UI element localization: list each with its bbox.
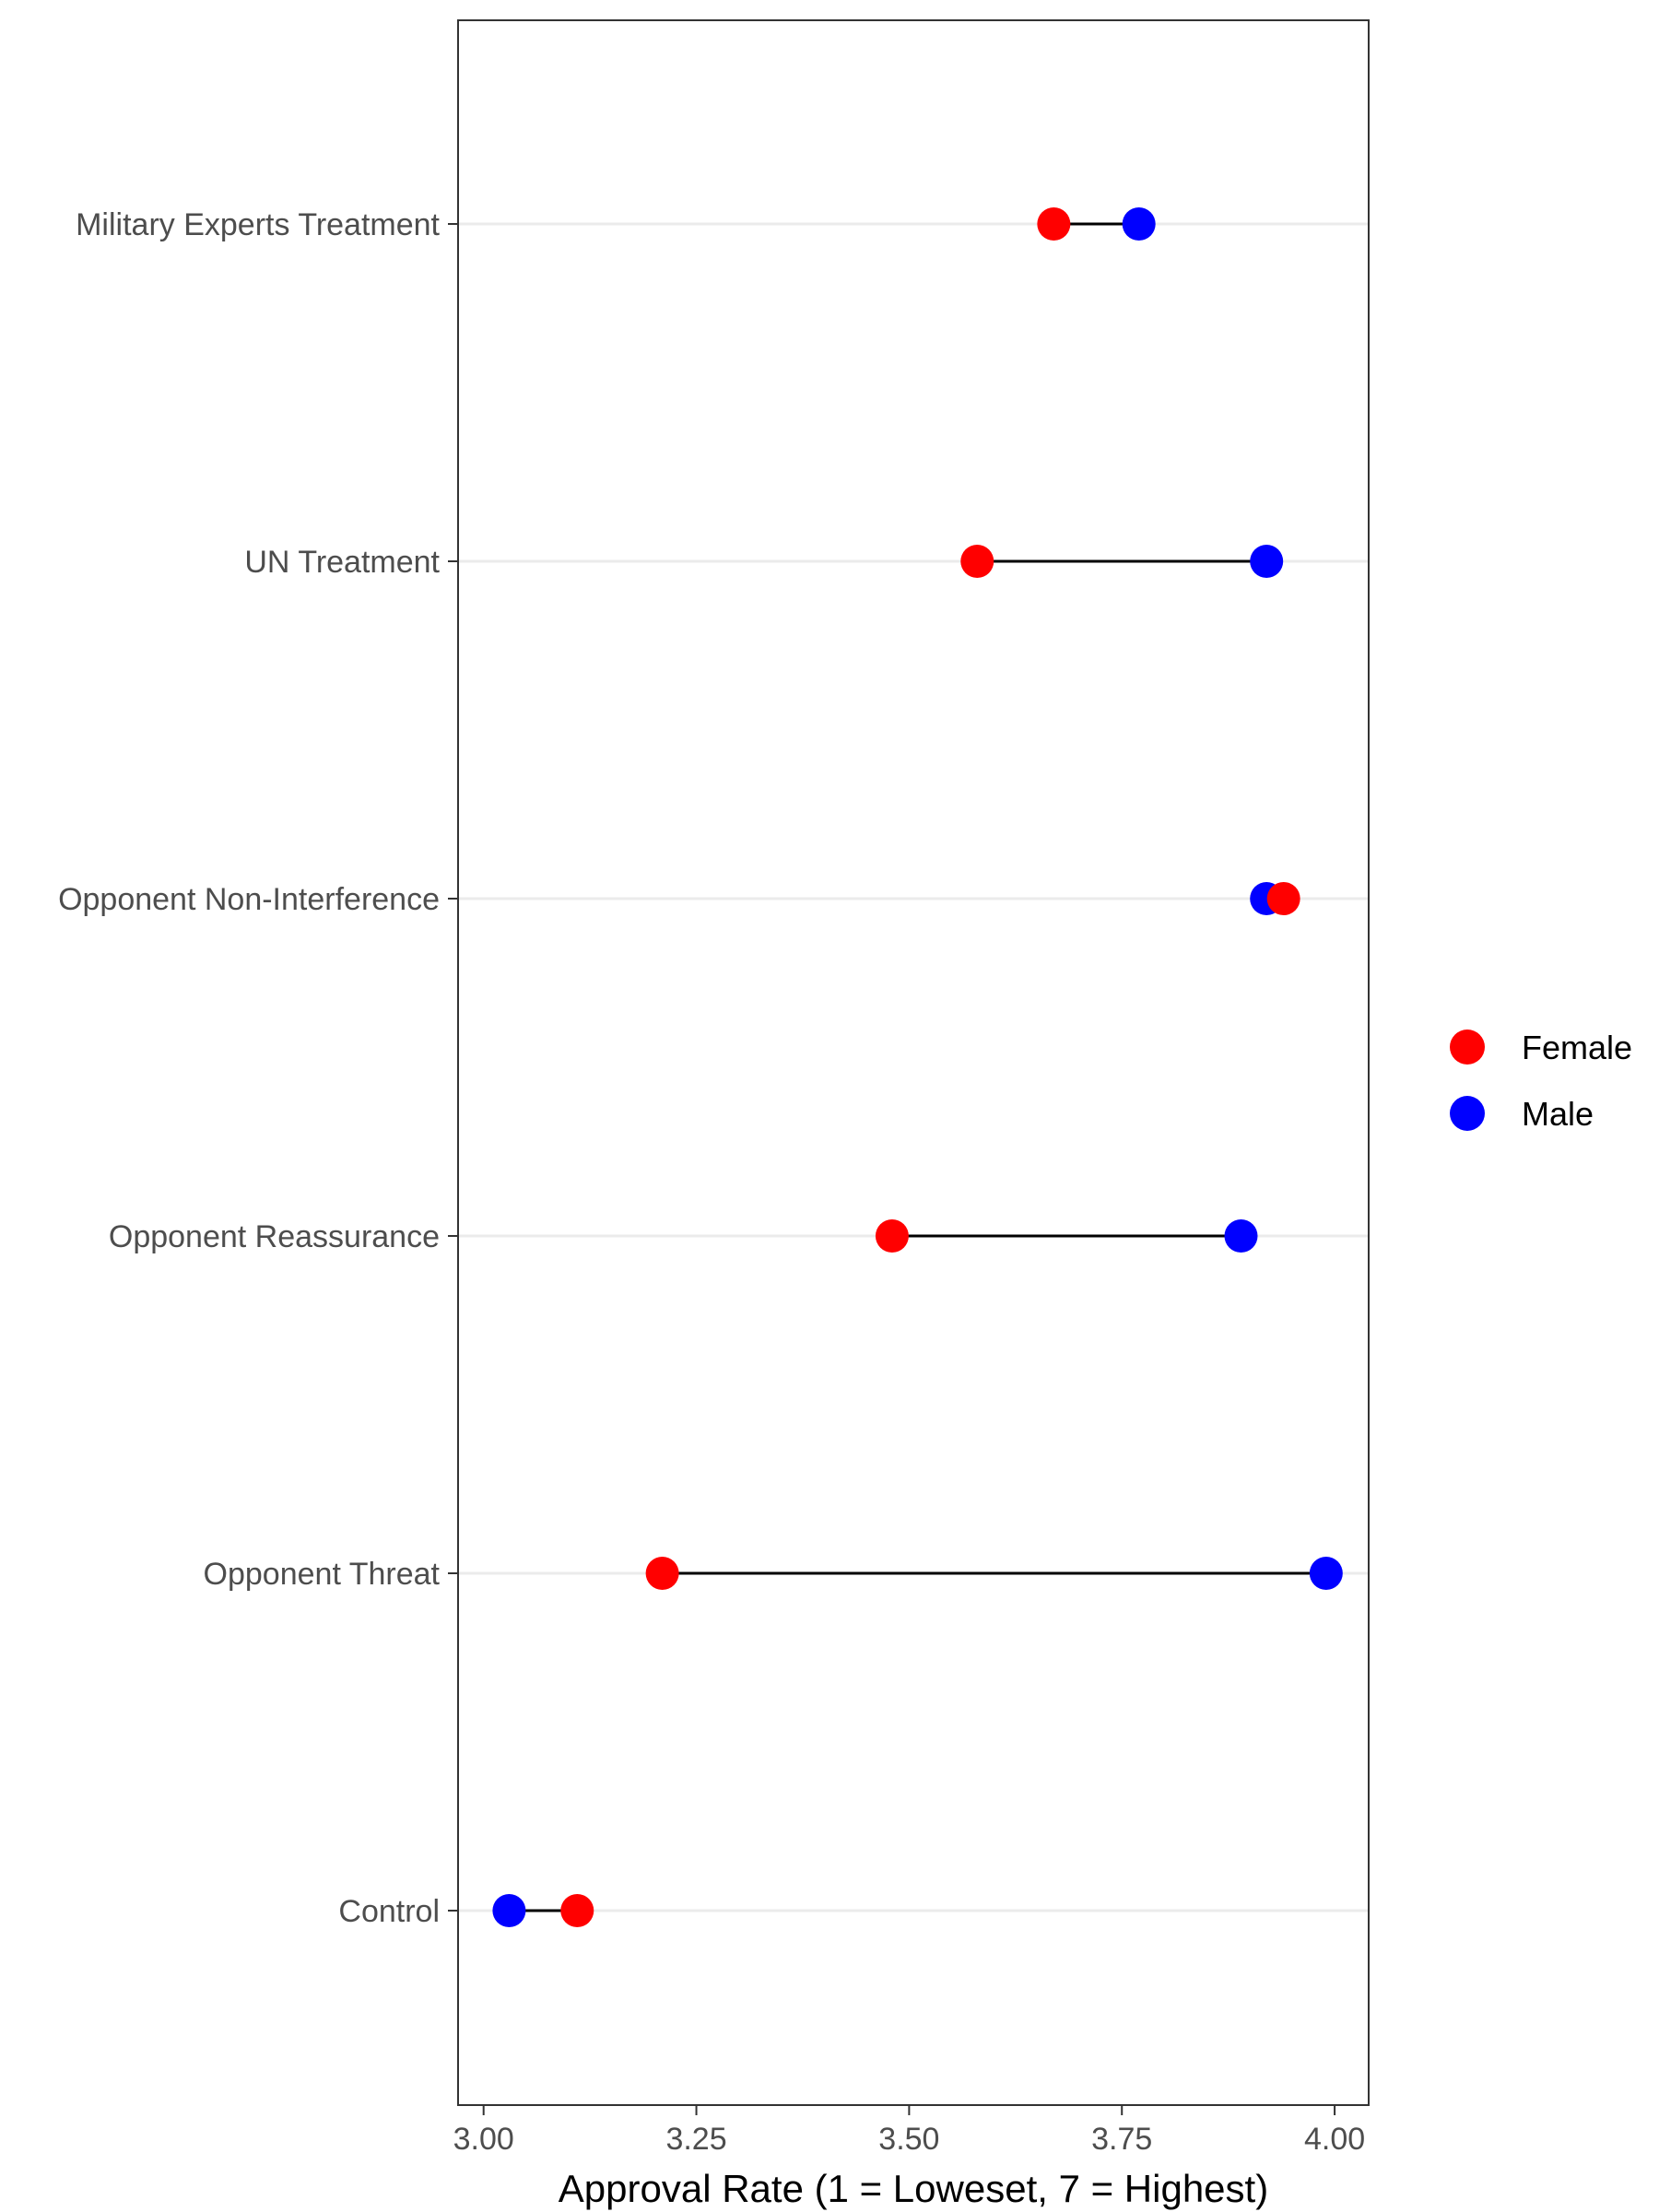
legend-key-male — [1450, 1096, 1485, 1131]
x-axis: 3.00 3.25 3.50 3.75 4.00 — [453, 2105, 1365, 2157]
y-tick-label: Opponent Non-Interference — [58, 882, 440, 917]
point-male — [492, 1894, 526, 1927]
y-axis: Military Experts Treatment UN Treatment Op… — [58, 207, 458, 1929]
plot-panel-border — [457, 19, 1370, 2106]
legend-label-male: Male — [1522, 1095, 1594, 1133]
point-male — [1122, 207, 1156, 241]
y-tick-label: Control — [338, 1894, 440, 1929]
x-tick-label: 4.00 — [1304, 2122, 1365, 2157]
y-tick-label: Opponent Reassurance — [109, 1219, 440, 1254]
y-tick-label: UN Treatment — [244, 545, 440, 580]
point-female — [875, 1219, 909, 1253]
x-tick-label: 3.25 — [665, 2122, 726, 2157]
point-female — [960, 545, 994, 578]
x-tick-label: 3.00 — [453, 2122, 514, 2157]
point-female — [1037, 207, 1071, 241]
legend-key-female — [1450, 1030, 1485, 1065]
x-tick-label: 3.75 — [1091, 2122, 1152, 2157]
point-male — [1250, 545, 1284, 578]
point-male — [1224, 1219, 1258, 1253]
x-tick-label: 3.50 — [878, 2122, 939, 2157]
plot-background — [458, 20, 1369, 2105]
data-points — [492, 207, 1343, 1927]
x-axis-title: Approval Rate (1 = Loweset, 7 = Highest) — [559, 2167, 1268, 2210]
y-tick-label: Opponent Threat — [204, 1557, 441, 1592]
point-female — [1266, 882, 1300, 915]
legend-label-female: Female — [1522, 1029, 1632, 1066]
legend: Female Male — [1450, 1029, 1632, 1133]
point-male — [1309, 1557, 1343, 1590]
point-female — [560, 1894, 594, 1927]
y-tick-label: Military Experts Treatment — [76, 207, 440, 242]
point-female — [645, 1557, 679, 1590]
